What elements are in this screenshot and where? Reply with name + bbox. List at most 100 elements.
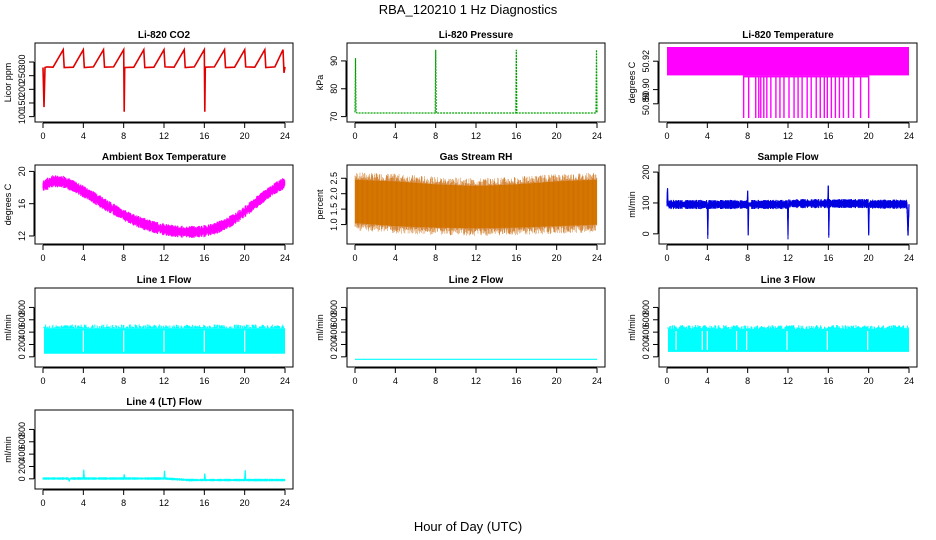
y-axis-label: degrees C bbox=[3, 183, 13, 225]
y-axis: 70 80 90 bbox=[329, 56, 347, 122]
plot-frame bbox=[34, 42, 294, 123]
x-axis: 0 4 8 12 16 20 24 bbox=[664, 367, 914, 386]
x-tick-label: 20 bbox=[240, 498, 250, 508]
x-tick-label: 0 bbox=[40, 376, 45, 386]
panel-3: Ambient Box Temperature 0 4 8 12 16 20 24 12 16 20… bbox=[3, 152, 294, 263]
x-axis: 0 4 8 12 16 20 24 bbox=[352, 244, 602, 263]
panel-title: Li-820 Pressure bbox=[439, 30, 514, 41]
plot-frame bbox=[658, 287, 918, 368]
x-tick-label: 0 bbox=[352, 253, 357, 263]
x-tick-label: 20 bbox=[864, 253, 874, 263]
y-tick-label: 600 bbox=[17, 434, 27, 449]
x-tick-label: 12 bbox=[783, 376, 793, 386]
x-tick-label: 8 bbox=[433, 376, 438, 386]
y-tick-label: 250 bbox=[17, 68, 27, 83]
x-tick-label: 20 bbox=[240, 131, 250, 141]
x-tick-label: 8 bbox=[121, 498, 126, 508]
x-tick-label: 12 bbox=[783, 131, 793, 141]
y-tick-label: 800 bbox=[329, 300, 339, 315]
x-tick-label: 8 bbox=[433, 253, 438, 263]
y-tick-label: 200 bbox=[329, 337, 339, 352]
x-tick-label: 16 bbox=[199, 376, 209, 386]
panel-4: Gas Stream RH 0 4 8 12 16 20 24 1.0 1.5 2.0 2.5 perc… bbox=[315, 152, 606, 263]
x-tick-label: 16 bbox=[199, 131, 209, 141]
temperature-band bbox=[667, 47, 909, 76]
figure-x-axis-label: Hour of Day (UTC) bbox=[414, 519, 522, 534]
x-tick-label: 12 bbox=[159, 131, 169, 141]
panel-title: Li-820 Temperature bbox=[742, 30, 834, 41]
x-tick-label: 0 bbox=[352, 376, 357, 386]
x-tick-label: 24 bbox=[592, 253, 602, 263]
y-axis-label: ml/min bbox=[627, 314, 637, 341]
y-tick-label: 0 bbox=[641, 354, 651, 359]
x-tick-label: 24 bbox=[280, 253, 290, 263]
y-tick-label: 200 bbox=[17, 459, 27, 474]
plot-frame bbox=[34, 164, 294, 245]
y-tick-label: 50.92 bbox=[641, 50, 651, 73]
x-tick-label: 16 bbox=[511, 376, 521, 386]
y-tick-label: 200 bbox=[641, 165, 651, 180]
x-tick-label: 8 bbox=[433, 131, 438, 141]
x-tick-label: 12 bbox=[471, 253, 481, 263]
x-tick-label: 16 bbox=[511, 253, 521, 263]
panel-title: Li-820 CO2 bbox=[138, 30, 191, 41]
y-axis: 1.0 1.5 2.0 2.5 bbox=[329, 172, 347, 231]
y-tick-label: 600 bbox=[641, 312, 651, 327]
y-tick-label: 90 bbox=[329, 56, 339, 66]
y-tick-label: 400 bbox=[17, 447, 27, 462]
y-axis-label: degrees C bbox=[627, 61, 637, 103]
x-tick-label: 16 bbox=[199, 498, 209, 508]
y-axis-label: percent bbox=[315, 189, 325, 220]
y-tick-label: 400 bbox=[641, 325, 651, 340]
plot-frame bbox=[658, 164, 918, 245]
plot-frame bbox=[346, 164, 606, 245]
plot-frame bbox=[658, 42, 918, 123]
y-tick-label: 600 bbox=[17, 312, 27, 327]
y-axis-label: kPa bbox=[315, 75, 325, 91]
y-tick-label: 1.5 bbox=[329, 203, 339, 216]
x-tick-label: 0 bbox=[40, 131, 45, 141]
y-axis-label: ml/min bbox=[315, 314, 325, 341]
y-tick-label: 600 bbox=[329, 312, 339, 327]
panel-9: Line 4 (LT) Flow 0 4 8 12 16 20 24 0 200400600800… bbox=[3, 397, 294, 508]
temperature-dip-top bbox=[743, 75, 869, 78]
y-axis: 12 16 20 bbox=[17, 166, 35, 241]
plot-frame bbox=[346, 42, 606, 123]
x-tick-label: 24 bbox=[904, 253, 914, 263]
panel-title: Ambient Box Temperature bbox=[102, 152, 227, 163]
x-axis: 0 4 8 12 16 20 24 bbox=[352, 122, 602, 141]
y-tick-label: 800 bbox=[17, 300, 27, 315]
x-tick-label: 24 bbox=[904, 131, 914, 141]
y-tick-label: 12 bbox=[17, 231, 27, 241]
series-line bbox=[43, 470, 285, 483]
flow-noise bbox=[43, 324, 285, 329]
plot-frame bbox=[346, 287, 606, 368]
x-tick-label: 0 bbox=[664, 376, 669, 386]
flow-noise bbox=[667, 325, 909, 330]
x-tick-label: 8 bbox=[121, 131, 126, 141]
x-tick-label: 0 bbox=[352, 131, 357, 141]
series-line bbox=[42, 46, 286, 112]
panel-5: Sample Flow 0 4 8 12 16 20 24 0 100 200 ml/min bbox=[627, 152, 918, 263]
x-axis: 0 4 8 12 16 20 24 bbox=[40, 244, 290, 263]
x-tick-label: 0 bbox=[664, 253, 669, 263]
x-tick-label: 16 bbox=[511, 131, 521, 141]
x-tick-label: 12 bbox=[159, 376, 169, 386]
y-tick-label: 300 bbox=[17, 55, 27, 70]
x-tick-label: 20 bbox=[864, 376, 874, 386]
x-tick-label: 16 bbox=[823, 253, 833, 263]
x-tick-label: 12 bbox=[471, 131, 481, 141]
x-tick-label: 8 bbox=[745, 376, 750, 386]
y-axis-label: ml/min bbox=[3, 436, 13, 463]
x-tick-label: 24 bbox=[904, 376, 914, 386]
x-tick-label: 4 bbox=[393, 376, 398, 386]
